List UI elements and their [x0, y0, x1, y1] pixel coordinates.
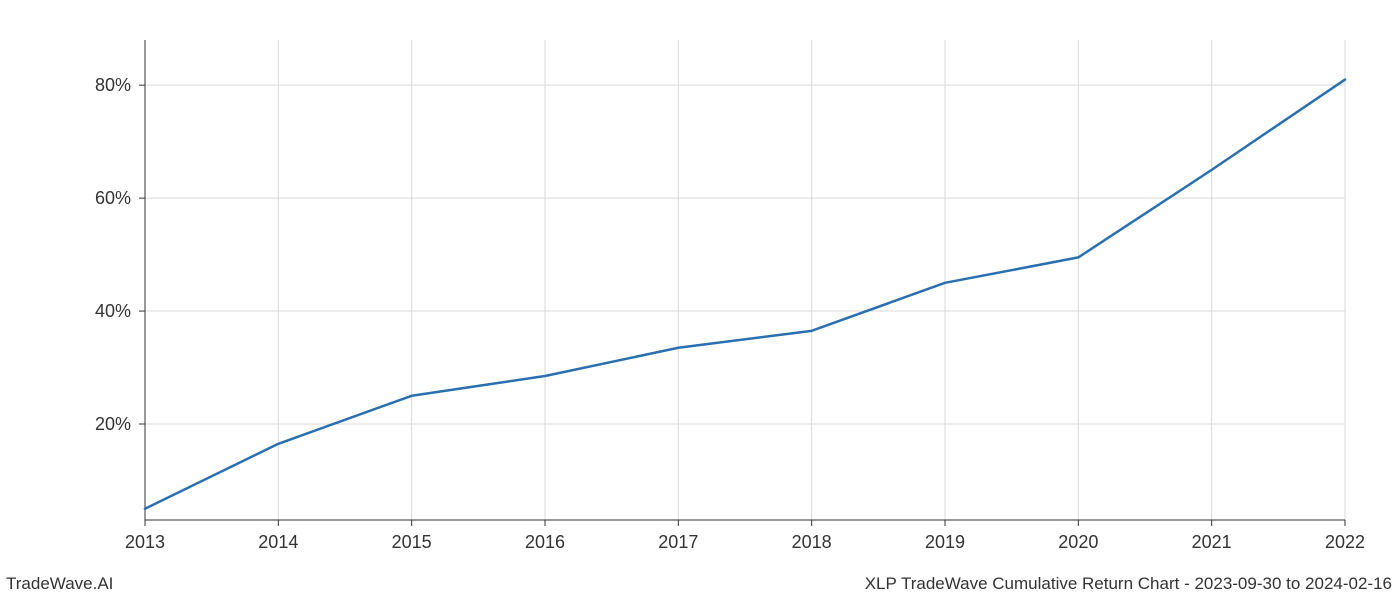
footer-brand: TradeWave.AI — [6, 574, 113, 594]
svg-text:2014: 2014 — [258, 532, 298, 552]
line-chart: 2013 2014 2015 2016 2017 2018 2019 2020 2021 2022… — [0, 0, 1400, 600]
chart-container: 2013 2014 2015 2016 2017 2018 2019 2020 2021 2022… — [0, 0, 1400, 600]
svg-text:2021: 2021 — [1192, 532, 1232, 552]
svg-text:80%: 80% — [95, 75, 131, 95]
svg-text:2015: 2015 — [392, 532, 432, 552]
svg-text:2018: 2018 — [792, 532, 832, 552]
svg-text:2022: 2022 — [1325, 532, 1365, 552]
svg-text:20%: 20% — [95, 414, 131, 434]
svg-text:40%: 40% — [95, 301, 131, 321]
svg-text:2020: 2020 — [1058, 532, 1098, 552]
svg-text:2017: 2017 — [658, 532, 698, 552]
svg-text:2016: 2016 — [525, 532, 565, 552]
footer-caption: XLP TradeWave Cumulative Return Chart - … — [865, 574, 1392, 594]
svg-text:2019: 2019 — [925, 532, 965, 552]
svg-text:2013: 2013 — [125, 532, 165, 552]
svg-text:60%: 60% — [95, 188, 131, 208]
